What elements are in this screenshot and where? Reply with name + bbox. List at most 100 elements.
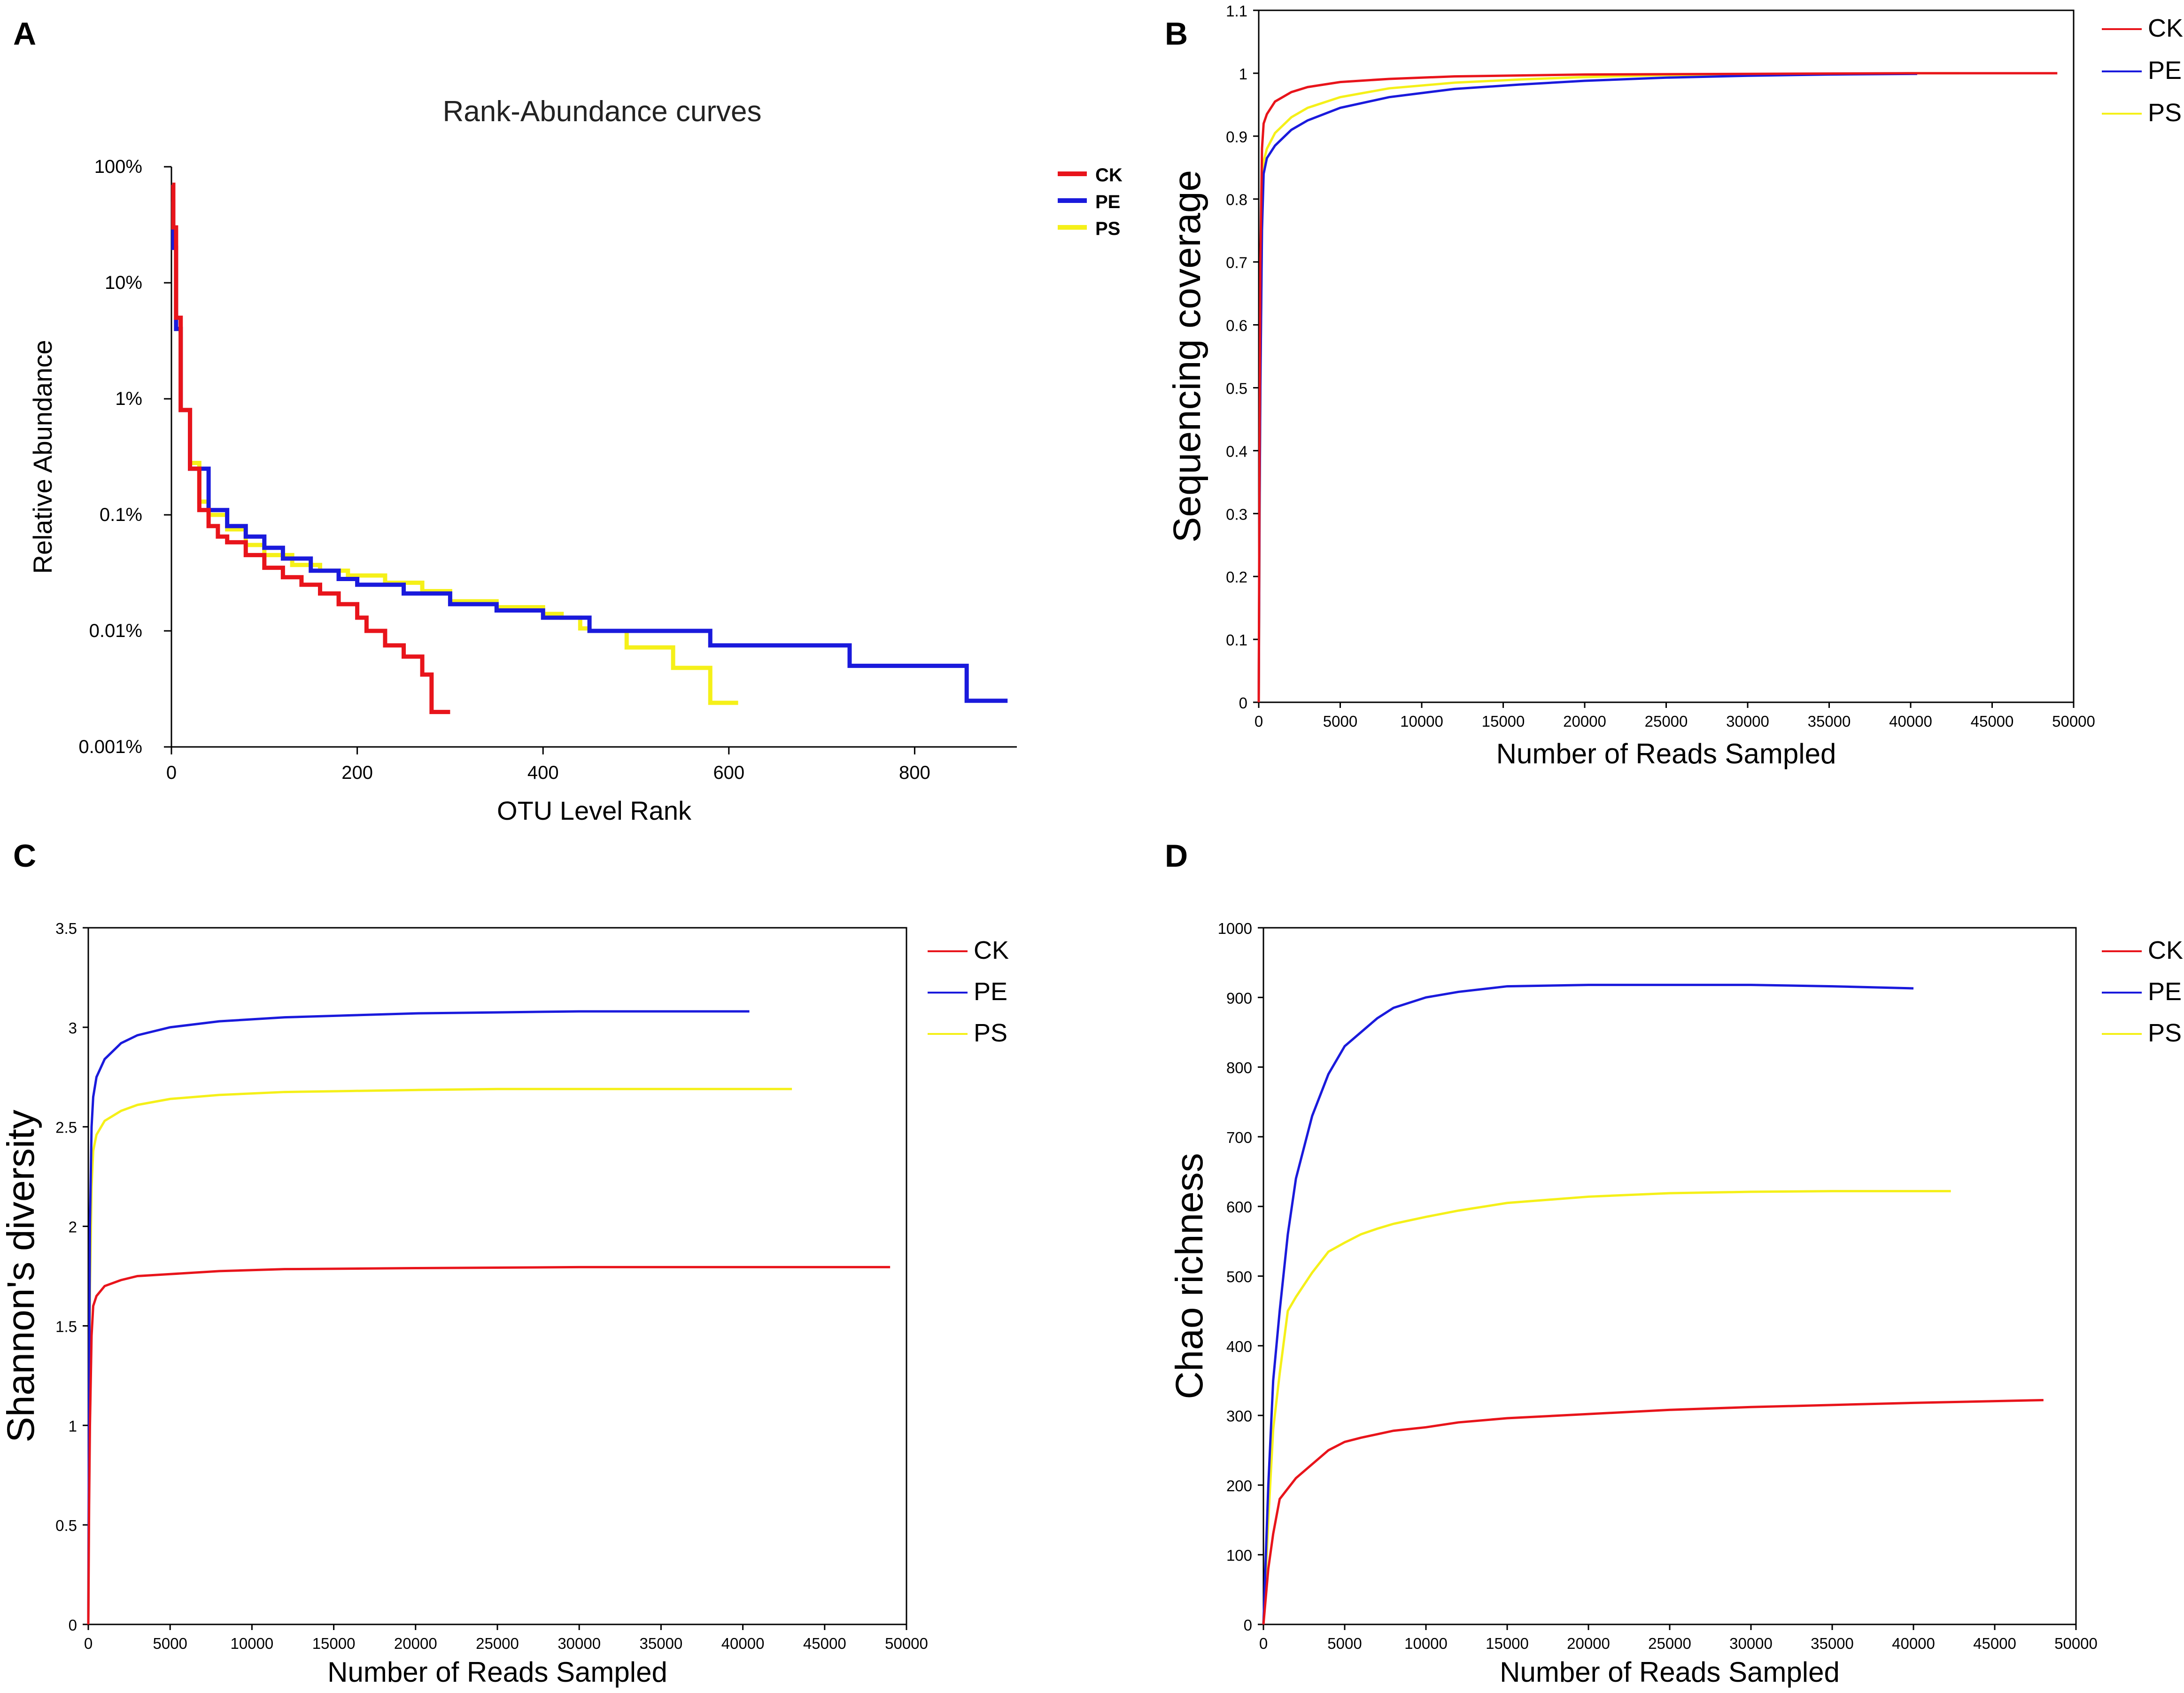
series-line-ps bbox=[1262, 1190, 1951, 1625]
x-tick-label: 15000 bbox=[1486, 1635, 1529, 1652]
legend: CK PE PS bbox=[928, 936, 1009, 1047]
y-tick-label: 1 bbox=[69, 1417, 77, 1435]
legend: CK PE PS bbox=[2102, 14, 2183, 127]
y-tick-label: 0 bbox=[1239, 694, 1247, 712]
series-line-pe bbox=[1262, 984, 1914, 1625]
y-tick-label: 1% bbox=[115, 388, 142, 409]
y-tick-label: 0.3 bbox=[1226, 505, 1247, 523]
x-tick-label: 400 bbox=[527, 762, 559, 783]
y-tick-label: 0.6 bbox=[1226, 317, 1247, 334]
x-tick-label: 0 bbox=[1255, 713, 1263, 730]
y-tick-label: 0.4 bbox=[1226, 443, 1247, 460]
x-tick-label: 0 bbox=[84, 1635, 93, 1652]
legend-label-ps: PS bbox=[2148, 1019, 2182, 1047]
x-tick-label: 50000 bbox=[885, 1635, 928, 1652]
x-tick-label: 600 bbox=[713, 762, 744, 783]
y-tick-label: 800 bbox=[1226, 1059, 1252, 1077]
y-tick-label: 0.01% bbox=[89, 621, 142, 641]
x-tick-label: 45000 bbox=[1971, 713, 2014, 730]
series-line-ps bbox=[87, 1087, 792, 1625]
y-axis-title: Sequencing coverage bbox=[1166, 170, 1208, 543]
x-tick-label: 10000 bbox=[1404, 1635, 1448, 1652]
y-tick-label: 0.1% bbox=[100, 505, 142, 525]
series-line-ps bbox=[171, 199, 738, 705]
x-tick-label: 20000 bbox=[1567, 1635, 1610, 1652]
y-tick-label: 10% bbox=[105, 272, 142, 293]
y-axis-title: Chao richness bbox=[1168, 1153, 1211, 1399]
y-tick-label: 3.5 bbox=[55, 920, 77, 937]
x-tick-label: 25000 bbox=[1645, 713, 1688, 730]
y-tick-label: 1000 bbox=[1218, 920, 1252, 937]
x-tick-label: 25000 bbox=[476, 1635, 519, 1652]
y-tick-label: 0.5 bbox=[55, 1517, 77, 1534]
x-tick-label: 30000 bbox=[1729, 1635, 1773, 1652]
y-tick-label: 0.1 bbox=[1226, 631, 1247, 649]
x-tick-label: 5000 bbox=[153, 1635, 187, 1652]
x-tick-label: 35000 bbox=[1808, 713, 1851, 730]
series-line-pe bbox=[87, 1010, 750, 1625]
x-tick-label: 45000 bbox=[1973, 1635, 2016, 1652]
y-tick-label: 1 bbox=[1239, 65, 1247, 83]
x-tick-label: 15000 bbox=[1482, 713, 1525, 730]
series-line-ps bbox=[1257, 72, 1960, 703]
y-tick-label: 100 bbox=[1226, 1547, 1252, 1564]
plot-frame bbox=[1258, 9, 2075, 703]
x-tick-label: 35000 bbox=[1811, 1635, 1854, 1652]
y-tick-label: 2.5 bbox=[55, 1119, 77, 1136]
x-tick-label: 200 bbox=[341, 762, 373, 783]
x-tick-label: 25000 bbox=[1648, 1635, 1691, 1652]
plot-frame bbox=[1262, 927, 2077, 1625]
legend-label-ck: CK bbox=[1095, 165, 1123, 186]
y-tick-label: 0.001% bbox=[78, 737, 142, 757]
x-tick-label: 35000 bbox=[640, 1635, 683, 1652]
y-tick-label: 0.2 bbox=[1226, 568, 1247, 586]
x-tick-label: 45000 bbox=[803, 1635, 846, 1652]
legend-label-ps: PS bbox=[1095, 218, 1120, 239]
panel-letter: B bbox=[1165, 16, 1188, 52]
chart-panel-b: B 0 5000 10000 15000 20000 25000 30000 35000 4000… bbox=[1165, 2, 2183, 769]
x-tick-label: 10000 bbox=[231, 1635, 274, 1652]
y-tick-label: 0.7 bbox=[1226, 254, 1247, 272]
legend-label-ck: CK bbox=[974, 936, 1009, 964]
panel-letter: D bbox=[1165, 838, 1188, 874]
chart-panel-c: C 0 5000 10000 15000 20000 25000 30000 35000 4000… bbox=[0, 838, 1009, 1688]
series-line-ck bbox=[171, 182, 450, 714]
x-axis-title: Number of Reads Sampled bbox=[327, 1656, 667, 1688]
chart-panel-d: D 0 5000 10000 15000 20000 25000 30000 35000 400 0… bbox=[1165, 838, 2183, 1688]
x-tick-label: 10000 bbox=[1400, 713, 1443, 730]
y-tick-label: 0 bbox=[1244, 1616, 1252, 1634]
x-tick-label: 50000 bbox=[2052, 713, 2095, 730]
legend-label-pe: PE bbox=[2148, 978, 2182, 1006]
x-axis-title: Number of Reads Sampled bbox=[1500, 1656, 1840, 1688]
y-tick-label: 900 bbox=[1226, 989, 1252, 1007]
legend: CK PE PS bbox=[1058, 165, 1123, 239]
x-tick-label: 800 bbox=[899, 762, 930, 783]
y-tick-label: 700 bbox=[1226, 1129, 1252, 1146]
x-tick-label: 0 bbox=[166, 762, 177, 783]
chart-title: Rank-Abundance curves bbox=[443, 95, 762, 128]
y-tick-label: 1.5 bbox=[55, 1318, 77, 1335]
series-line-pe bbox=[1257, 72, 1917, 703]
panel-letter: A bbox=[13, 16, 36, 52]
x-axis-title: Number of Reads Sampled bbox=[1496, 738, 1836, 769]
x-tick-label: 50000 bbox=[2054, 1635, 2098, 1652]
x-tick-label: 5000 bbox=[1327, 1635, 1362, 1652]
y-tick-label: 500 bbox=[1226, 1268, 1252, 1286]
x-tick-label: 0 bbox=[1259, 1635, 1268, 1652]
x-tick-label: 20000 bbox=[1563, 713, 1606, 730]
series-line-pe bbox=[171, 199, 1008, 703]
x-axis-title: OTU Level Rank bbox=[497, 796, 692, 825]
series-line-ck bbox=[1262, 1398, 2044, 1625]
legend-label-ck: CK bbox=[2148, 936, 2183, 964]
y-tick-label: 200 bbox=[1226, 1477, 1252, 1494]
x-tick-label: 30000 bbox=[558, 1635, 601, 1652]
y-tick-label: 2 bbox=[69, 1219, 77, 1236]
legend-label-ps: PS bbox=[974, 1019, 1007, 1047]
legend-label-ck: CK bbox=[2148, 14, 2183, 42]
y-tick-label: 0 bbox=[69, 1616, 77, 1634]
x-tick-label: 15000 bbox=[312, 1635, 356, 1652]
legend-label-ps: PS bbox=[2148, 99, 2182, 127]
y-tick-label: 0.5 bbox=[1226, 380, 1247, 397]
y-tick-label: 400 bbox=[1226, 1338, 1252, 1355]
